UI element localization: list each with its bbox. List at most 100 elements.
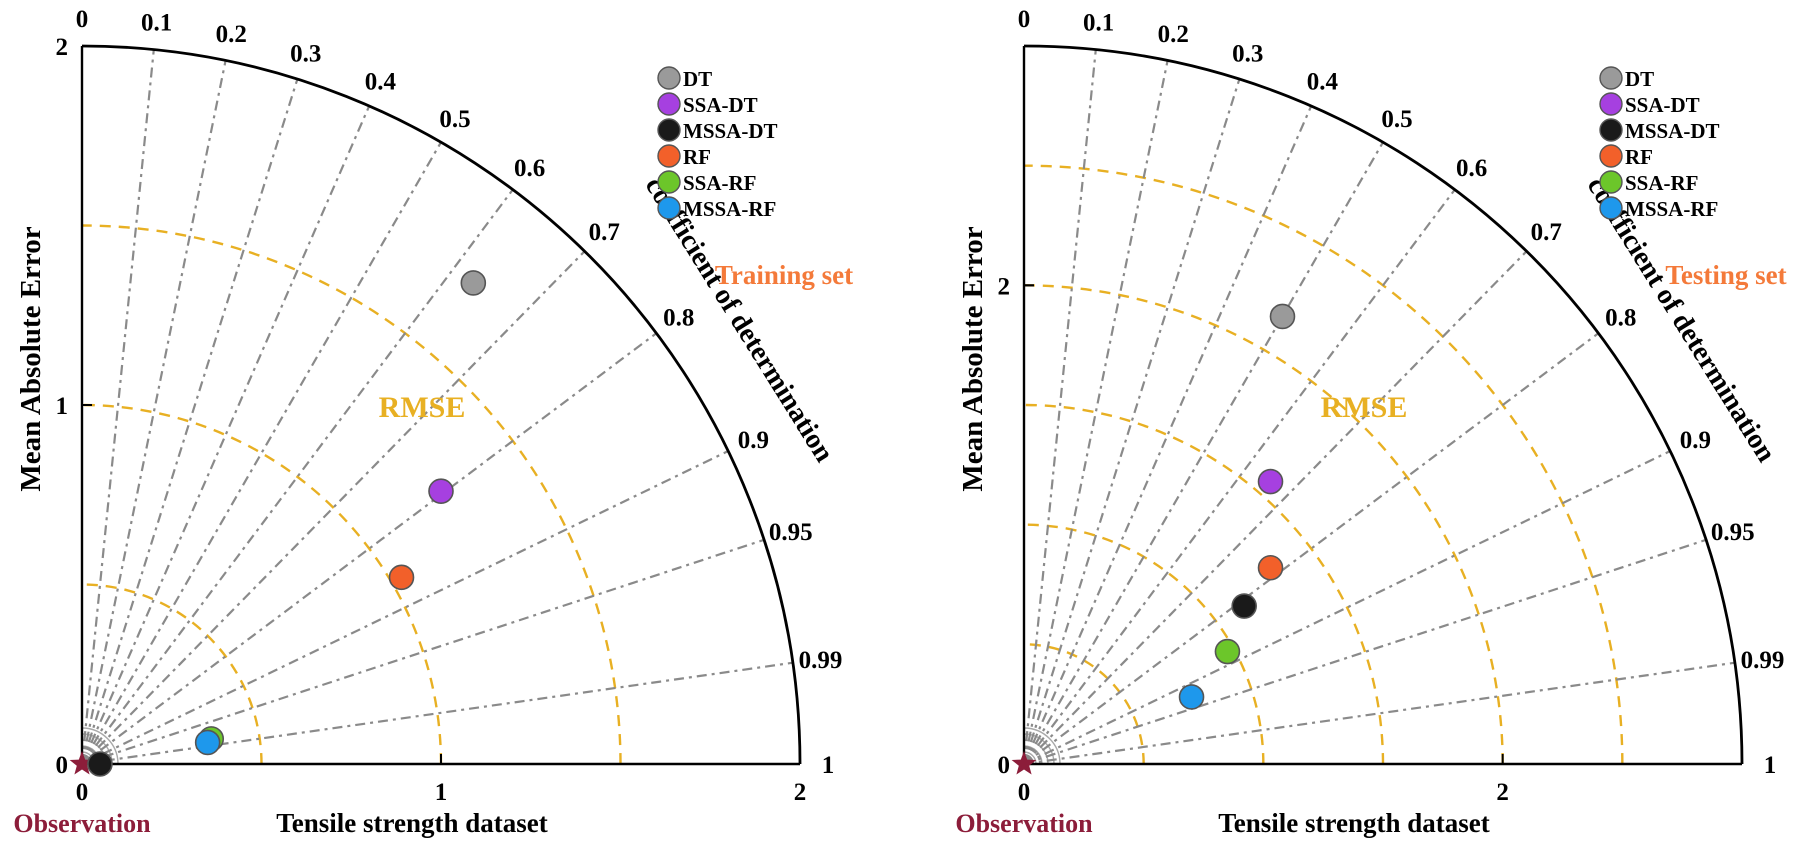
r2-tick-label: 0.4 xyxy=(365,68,397,95)
legend-marker-rf xyxy=(657,144,681,168)
legend-label: SSA-RF xyxy=(1625,171,1699,195)
legend-label: DT xyxy=(683,67,712,91)
r2-tick-label: 0 xyxy=(76,6,89,33)
data-point-ssa-rf xyxy=(1214,638,1241,665)
r2-tick-label: 0.2 xyxy=(1158,21,1189,48)
r2-spoke xyxy=(80,60,227,765)
legend-marker-rf xyxy=(1599,144,1623,168)
r2-spoke xyxy=(1022,60,1169,765)
r2-tick-label: 0.3 xyxy=(290,40,321,67)
r2-spoke xyxy=(81,250,586,765)
x-tick-label: 0 xyxy=(76,779,89,806)
r2-tick-label: 0.8 xyxy=(1605,304,1636,331)
legend-label: MSSA-RF xyxy=(683,197,776,221)
r2-spoke xyxy=(1023,538,1707,766)
origin-arc xyxy=(1023,727,1061,765)
r2-spoke xyxy=(80,49,155,765)
data-point-rf xyxy=(1257,554,1284,581)
origin-arc xyxy=(81,727,119,765)
legend-label: SSA-RF xyxy=(683,171,757,195)
legend-label: DT xyxy=(1625,67,1654,91)
y-tick-label: 2 xyxy=(998,273,1011,300)
y-tick-label: 0 xyxy=(998,752,1011,779)
x-tick-label: 2 xyxy=(1496,779,1509,806)
r2-tick-label: 0.1 xyxy=(1083,10,1114,37)
data-point-mssa-rf xyxy=(1178,684,1205,710)
r2-tick-label: 1 xyxy=(822,752,835,779)
r2-spoke xyxy=(1022,78,1241,765)
rmse-arc xyxy=(81,403,443,765)
legend-marker-dt xyxy=(657,66,681,90)
observation-label: Observation xyxy=(13,809,151,838)
set-annotation: Testing set xyxy=(1665,260,1786,290)
x-tick-label: 2 xyxy=(794,779,807,806)
r2-spoke xyxy=(81,332,658,765)
rmse-arc xyxy=(81,224,622,765)
legend-label: RF xyxy=(1625,145,1653,169)
r2-tick-label: 0.7 xyxy=(1531,219,1562,246)
data-point-mssa-rf xyxy=(194,729,221,756)
r2-tick-label: 0.6 xyxy=(1456,155,1487,182)
legend-marker-ssa-rf xyxy=(1599,170,1623,194)
r2-tick-label: 0.95 xyxy=(1711,519,1755,546)
observation-label: Observation xyxy=(955,809,1093,838)
x-axis-title: Tensile strength dataset xyxy=(1218,808,1490,838)
r2-spoke xyxy=(81,450,729,765)
r2-tick-label: 0.99 xyxy=(1741,647,1785,674)
data-point-rf xyxy=(388,564,415,591)
rmse-label: RMSE xyxy=(1321,391,1408,424)
rmse-arc xyxy=(81,583,263,765)
r2-tick-label: 0.5 xyxy=(439,106,470,133)
r2-tick-label: 0.5 xyxy=(1381,106,1412,133)
r2-tick-label: 0.2 xyxy=(216,21,247,48)
x-axis-title: Tensile strength dataset xyxy=(276,808,548,838)
x-tick-label: 0 xyxy=(1018,779,1031,806)
r2-tick-label: 0.99 xyxy=(799,647,843,674)
r2-tick-label: 1 xyxy=(1764,752,1777,779)
legend-label: RF xyxy=(683,145,711,169)
r2-tick-label: 0.4 xyxy=(1307,68,1339,95)
r2-spoke xyxy=(81,188,514,765)
legend-marker-mssa-dt xyxy=(657,118,681,142)
data-point-mssa-dt xyxy=(1231,593,1257,619)
data-point-ssa-dt xyxy=(1257,468,1284,495)
y-tick-label: 0 xyxy=(56,752,69,779)
legend-label: SSA-DT xyxy=(683,93,758,117)
rmse-arc xyxy=(1023,164,1624,765)
data-point-mssa-dt xyxy=(87,751,113,777)
outer-arc xyxy=(81,44,802,765)
r2-spoke xyxy=(80,105,371,765)
r2-spoke xyxy=(1023,332,1600,765)
r2-spoke xyxy=(1023,450,1671,765)
legend-marker-ssa-dt xyxy=(1599,92,1623,116)
y-axis-title: Mean Absolute Error xyxy=(15,226,47,491)
r2-spoke xyxy=(1022,49,1097,765)
legend-label: SSA-DT xyxy=(1625,93,1700,117)
data-point-dt xyxy=(460,270,487,296)
y-axis-title: Mean Absolute Error xyxy=(957,226,989,491)
r2-spoke xyxy=(1022,105,1313,765)
rmse-arc xyxy=(1023,643,1145,765)
r2-tick-label: 0.9 xyxy=(738,427,769,454)
data-point-dt xyxy=(1269,303,1296,330)
legend-label: MSSA-DT xyxy=(683,119,778,143)
r2-spoke xyxy=(80,78,299,765)
observation-star xyxy=(69,751,95,775)
legend-marker-ssa-dt xyxy=(657,92,681,116)
legend-marker-mssa-dt xyxy=(1599,118,1623,142)
legend-marker-mssa-rf xyxy=(1599,196,1623,220)
r2-tick-label: 0.7 xyxy=(589,219,620,246)
y-tick-label: 2 xyxy=(56,34,69,61)
r2-spoke xyxy=(1023,141,1384,765)
r2-spoke xyxy=(81,538,765,766)
r2-spoke xyxy=(1023,250,1528,765)
legend-label: MSSA-RF xyxy=(1625,197,1718,221)
r2-tick-label: 0.8 xyxy=(663,304,694,331)
r2-tick-label: 0.95 xyxy=(769,519,813,546)
legend-marker-ssa-rf xyxy=(657,170,681,194)
r2-tick-label: 0.1 xyxy=(141,10,172,37)
